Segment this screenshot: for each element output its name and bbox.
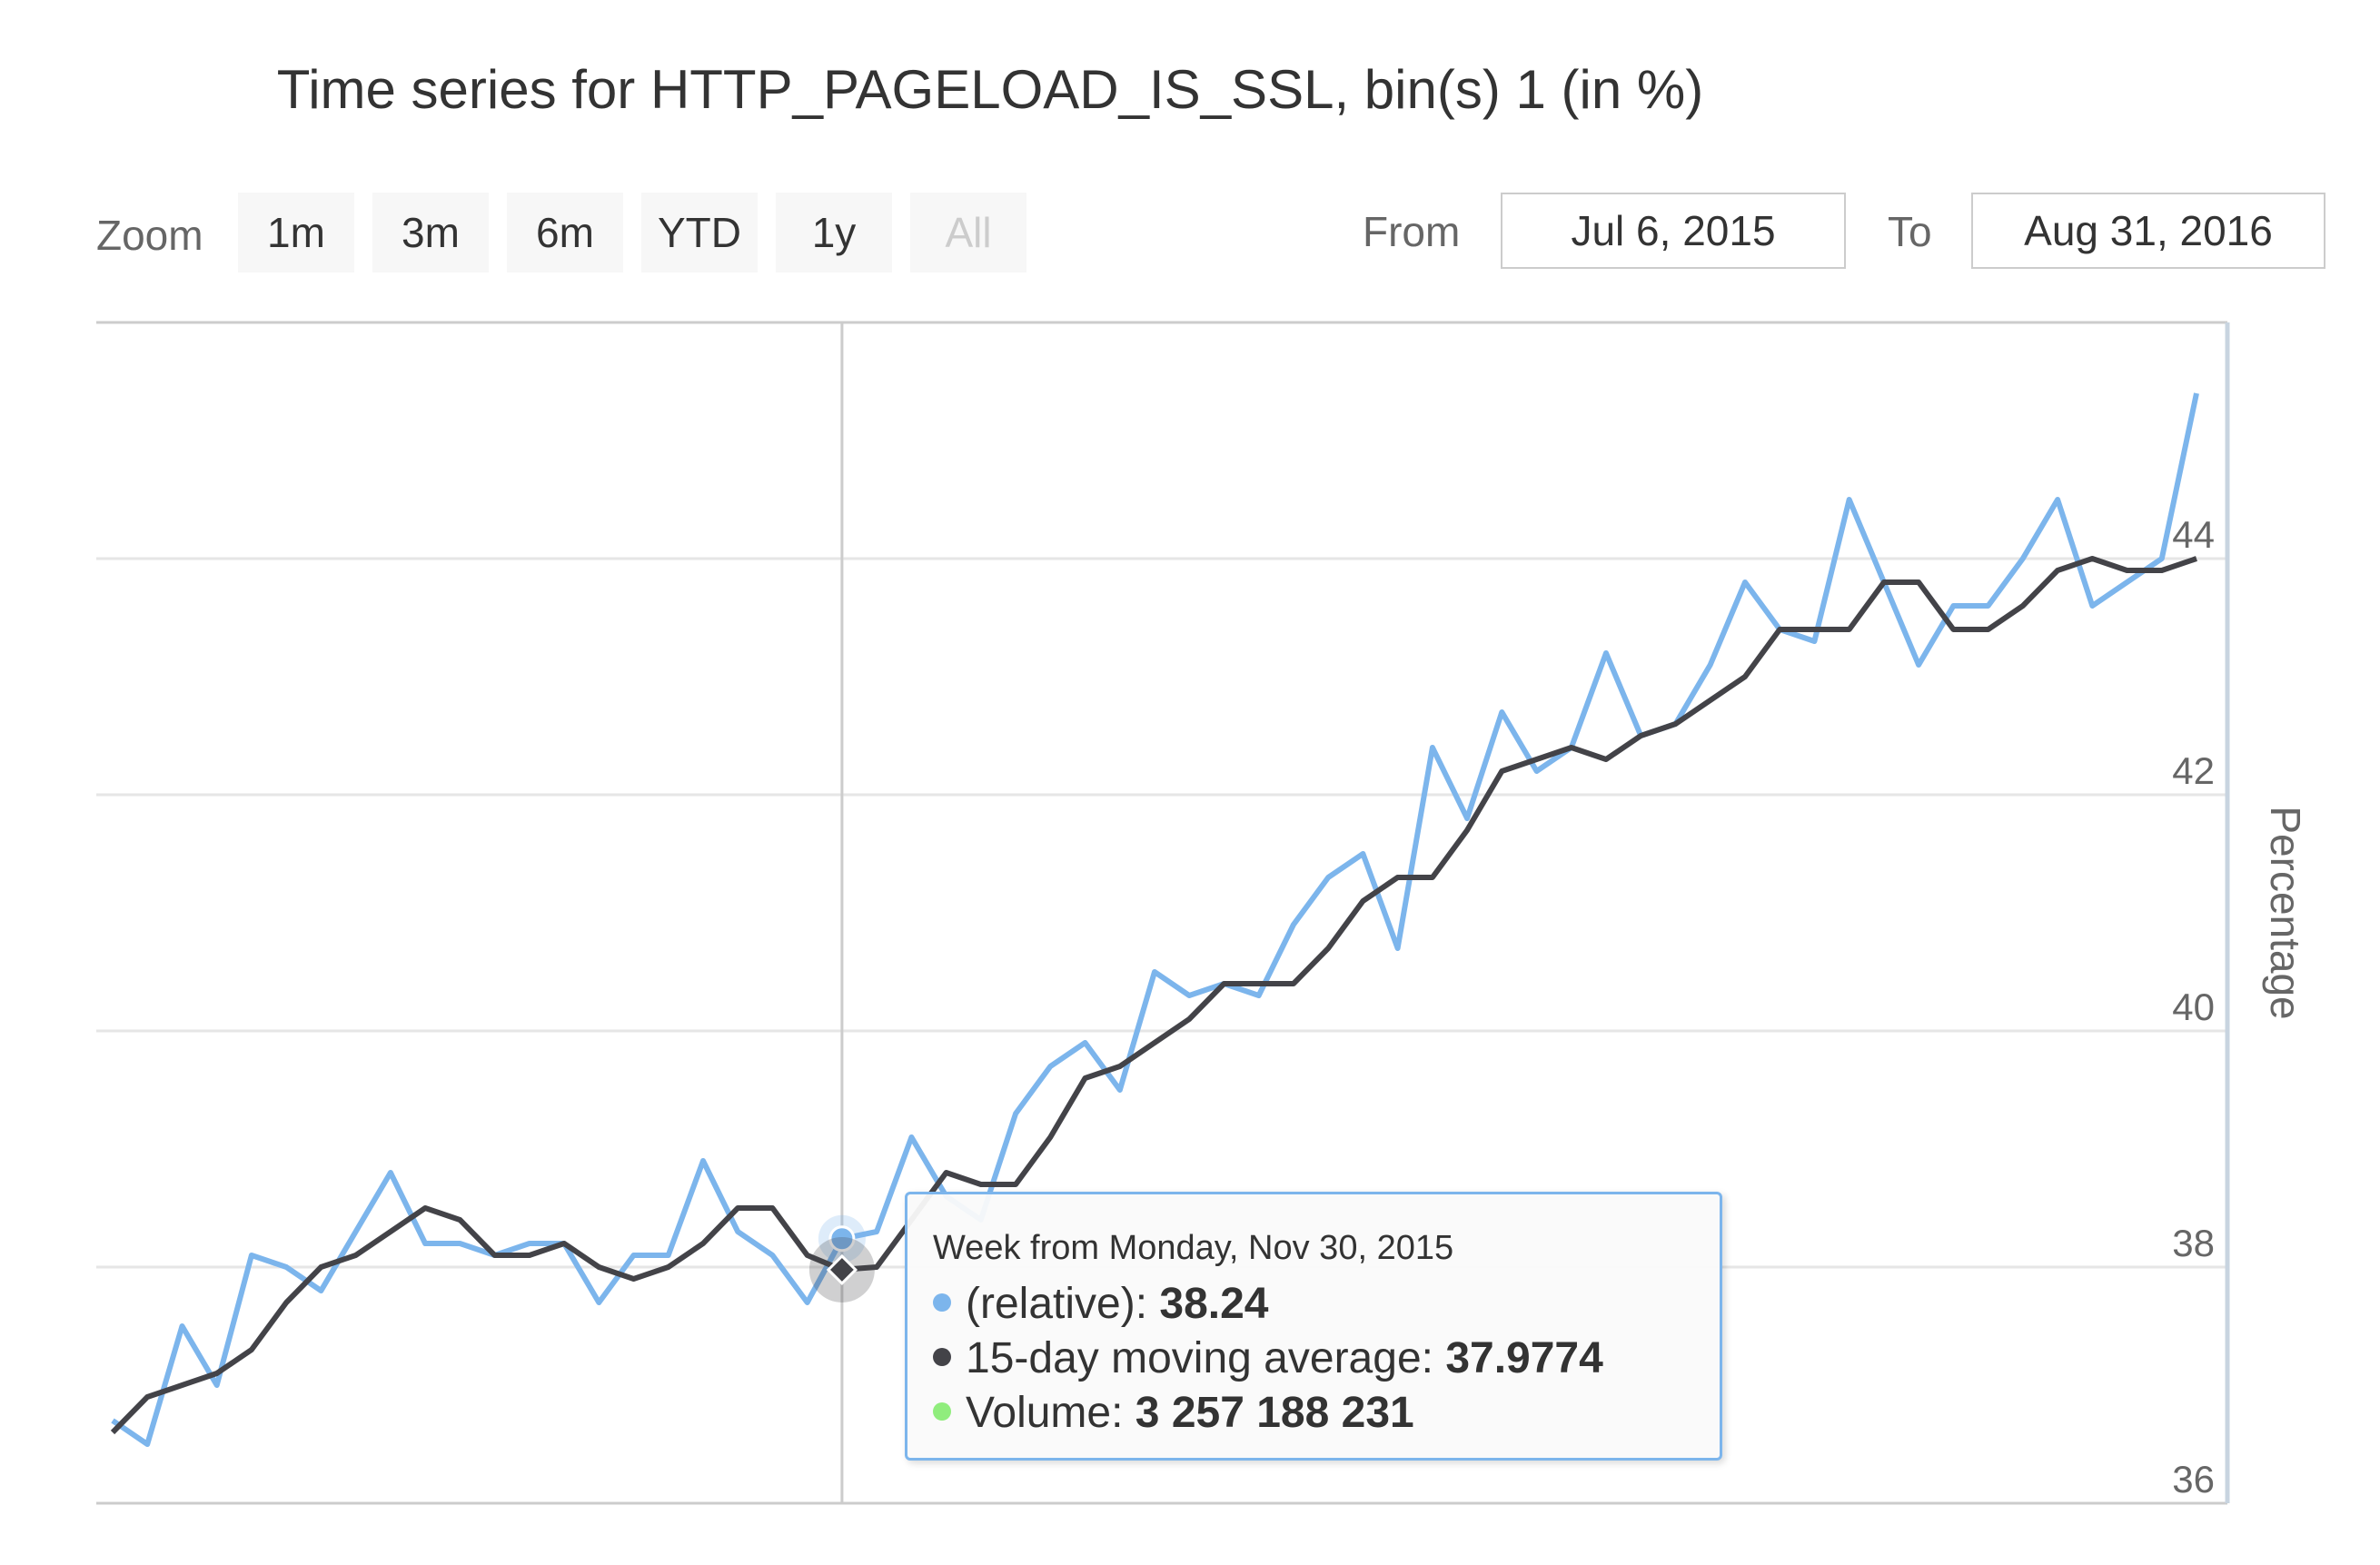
chart-title: Time series for HTTP_PAGELOAD_IS_SSL, bi… [276,59,1704,120]
zoom-all-button[interactable]: All [910,193,1026,272]
zoom-1y-button[interactable]: 1y [776,193,892,272]
moving-average-dot-icon [933,1348,951,1367]
zoom-3m-button[interactable]: 3m [372,193,489,272]
relative-point-marker [828,1225,856,1253]
volume-dot-icon [933,1402,951,1421]
tooltip-row-moving-average: 15-day moving average: 37.9774 [933,1332,1720,1386]
y-tick-label-42: 42 [2172,749,2215,792]
relative-series-line [111,392,2199,1447]
from-date-input[interactable] [1501,193,1846,269]
tooltip-relative-value: 38.24 [1159,1280,1269,1328]
y-tick-label-44: 44 [2172,513,2215,556]
tooltip-header: Week from Monday, Nov 30, 2015 [933,1229,1454,1267]
y-tick-label-38: 38 [2172,1222,2215,1264]
tooltip-row-volume: Volume: 3 257 188 231 [933,1386,1720,1441]
tooltip-moving-average-label: 15-day moving average: [966,1334,1446,1382]
moving-average-series-line [110,556,2197,1435]
relative-dot-icon [933,1293,951,1312]
tooltip-row-relative: (relative): 38.24 [933,1277,1720,1332]
highlight-markers [808,1214,875,1303]
y-axis: 36 38 40 42 44 Percentage [96,322,2309,1505]
tooltip-moving-average-value: 37.9774 [1445,1334,1603,1382]
tooltip: Week from Monday, Nov 30, 2015 (relative… [905,1192,1722,1461]
moving-average-point-marker [826,1253,858,1286]
zoom-6m-button[interactable]: 6m [507,193,623,272]
y-tick-label-36: 36 [2172,1458,2215,1501]
zoom-ytd-button[interactable]: YTD [641,193,758,272]
zoom-1m-button[interactable]: 1m [238,193,354,272]
from-label: From [1363,208,1461,255]
plot-series [110,392,2199,1447]
y-tick-label-40: 40 [2172,986,2215,1028]
y-axis-title: Percentage [2262,806,2309,1019]
tooltip-relative-label: (relative): [966,1280,1160,1328]
zoom-label: Zoom [96,212,203,259]
tooltip-volume-label: Volume: [966,1389,1135,1437]
to-label: To [1888,208,1932,255]
tooltip-volume-value: 3 257 188 231 [1135,1389,1414,1437]
to-date-input[interactable] [1971,193,2325,269]
